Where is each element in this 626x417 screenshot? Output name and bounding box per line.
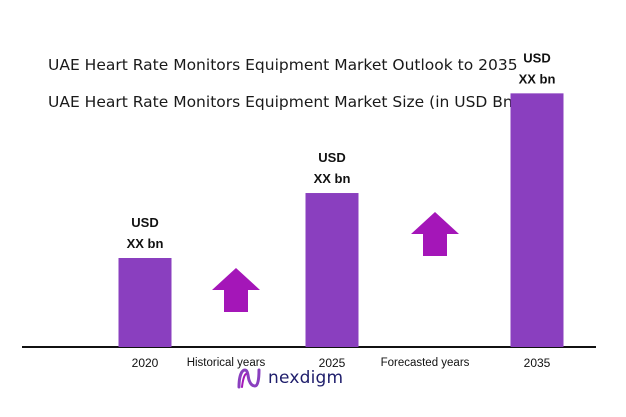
growth-arrow-icon	[411, 212, 459, 256]
growth-arrow-icon	[212, 268, 260, 312]
chart-title: UAE Heart Rate Monitors Equipment Market…	[48, 56, 518, 74]
x-tick-label-2025: 2025	[319, 356, 346, 370]
data-label-2025-value: XX bn	[314, 171, 351, 186]
logo: nexdigm	[236, 366, 343, 390]
x-tick-label-2020: 2020	[132, 356, 159, 370]
period-label-historical: Historical years	[187, 357, 266, 369]
bar-2025	[305, 193, 359, 347]
chart-subtitle: UAE Heart Rate Monitors Equipment Market…	[48, 93, 519, 111]
logo-text: nexdigm	[268, 368, 344, 388]
data-label-2020-currency: USD	[131, 215, 158, 230]
data-label-2035-value: XX bn	[519, 71, 556, 86]
x-tick-label-2035: 2035	[524, 356, 551, 370]
data-label-2035-currency: USD	[523, 50, 550, 65]
bar-2035	[510, 93, 564, 347]
nexdigm-logo-icon	[237, 368, 261, 389]
data-label-2020-value: XX bn	[127, 236, 164, 251]
bar-2020	[118, 258, 172, 347]
data-label-2025-currency: USD	[318, 150, 345, 165]
period-label-forecasted: Forecasted years	[381, 357, 470, 369]
